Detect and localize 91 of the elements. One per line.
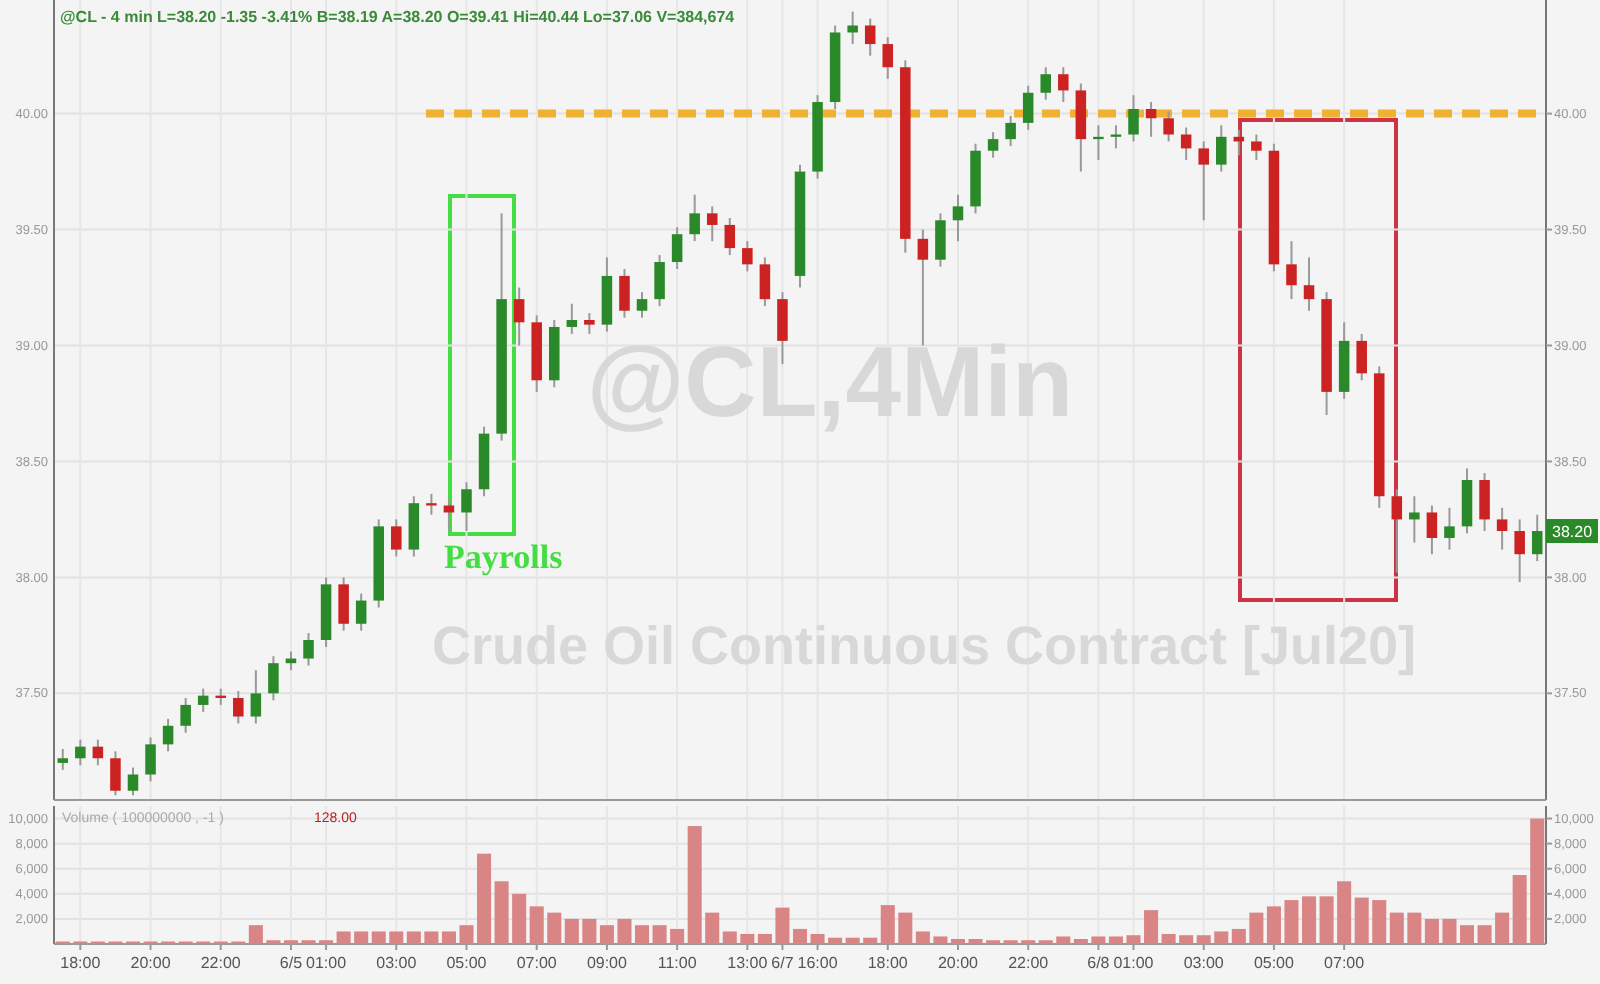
x-tick-label: 01:00 [306,954,348,972]
candlestick [127,766,139,797]
x-tick-label: 6/8 [1087,954,1111,972]
candlestick [1145,101,1157,138]
candlestick [619,267,630,319]
text: @CL - 4 min L=38.20 -1.35 -3.41% B=38.19 A=38.20 O=39.41 Hi=40.44 Lo=37.06 V=384,674 [60,8,736,26]
candlestick [461,481,472,533]
candlestick [706,205,718,243]
candlestick [1479,472,1490,533]
x-tick-label: 07:00 [516,954,558,972]
x-tick-label: 20:00 [130,954,172,972]
candlestick [847,10,858,46]
candlestick [513,286,525,347]
candlestick [671,226,683,270]
candlestick [391,518,402,558]
candlestick [250,669,262,725]
x-tick-label: 05:00 [446,954,488,972]
candlestick [654,254,665,308]
candlestick [584,312,595,335]
candlestick [742,240,753,273]
candlestick [636,291,648,319]
candlestick [864,17,876,57]
x-tick-label: 18:00 [60,954,102,972]
x-tick-label: 22:00 [200,954,242,972]
candlestick [145,736,156,783]
x-tick-label: 01:00 [1113,954,1155,972]
x-tick-label: 07:00 [1324,954,1366,972]
x-tick-label: 13:00 [727,954,769,972]
candlestick [162,717,174,753]
candlestick [1426,504,1438,556]
candlestick [566,302,578,335]
text: 38.20 [1552,522,1594,541]
candlestick [935,212,946,268]
candlestick [1022,84,1034,131]
candlestick [1514,518,1525,584]
candlestick [268,655,279,702]
bar [635,925,650,944]
candlestick [987,131,999,159]
candlestick [917,228,929,347]
candlestick [110,750,121,797]
candlestick [338,576,349,632]
bar [950,938,965,944]
candlestick [759,256,771,308]
candlestick [1251,133,1262,161]
candlestick [303,632,314,667]
x-tick-label: 16:00 [797,954,839,972]
candlestick [724,216,736,257]
candlestick [426,492,437,516]
candlestick [1391,488,1403,574]
candlestick [180,696,191,734]
x-tick-label: 09:00 [586,954,629,972]
candlestick [408,495,420,558]
candlestick [1356,332,1367,382]
candlestick [1198,140,1209,222]
x-tick-label: 03:00 [1183,954,1225,972]
candlestick [1303,256,1315,312]
candlestick [92,738,104,767]
x-tick-label: 22:00 [1008,954,1050,972]
candlestick [1216,124,1227,173]
candlestick [57,747,69,771]
candlestick [1058,66,1069,104]
candlestick [1180,126,1192,161]
candlestick [1005,114,1016,148]
candlestick [1040,66,1052,101]
candlestick [1496,506,1508,551]
candlestick [1128,94,1139,143]
candlestick [1093,124,1104,161]
x-tick-label: 11:00 [657,954,698,972]
candlestick [197,687,209,713]
candlestick [1409,495,1420,544]
bar [792,928,808,944]
candlestick [689,193,700,243]
candlestick [882,36,894,80]
x-tick-label: 20:00 [937,954,980,972]
candlestick [1531,513,1543,563]
x-tick-label: 6/5 [279,954,304,972]
x-tick-label: 18:00 [867,954,909,972]
candlestick [1110,124,1122,150]
candlestick [1444,506,1455,551]
candlestick [233,690,244,725]
bar [1459,925,1475,944]
annotation: Payrolls [444,538,564,576]
x-tick-label: 05:00 [1253,954,1296,972]
candlestick [1163,110,1174,143]
x-tick-label: 6/7 [771,954,795,972]
candlestick [75,738,86,767]
x-tick-label: 03:00 [376,954,418,972]
candlestick [1286,240,1297,301]
candlestick [355,592,367,632]
candlestick [1461,467,1473,535]
candlestick [952,193,964,243]
